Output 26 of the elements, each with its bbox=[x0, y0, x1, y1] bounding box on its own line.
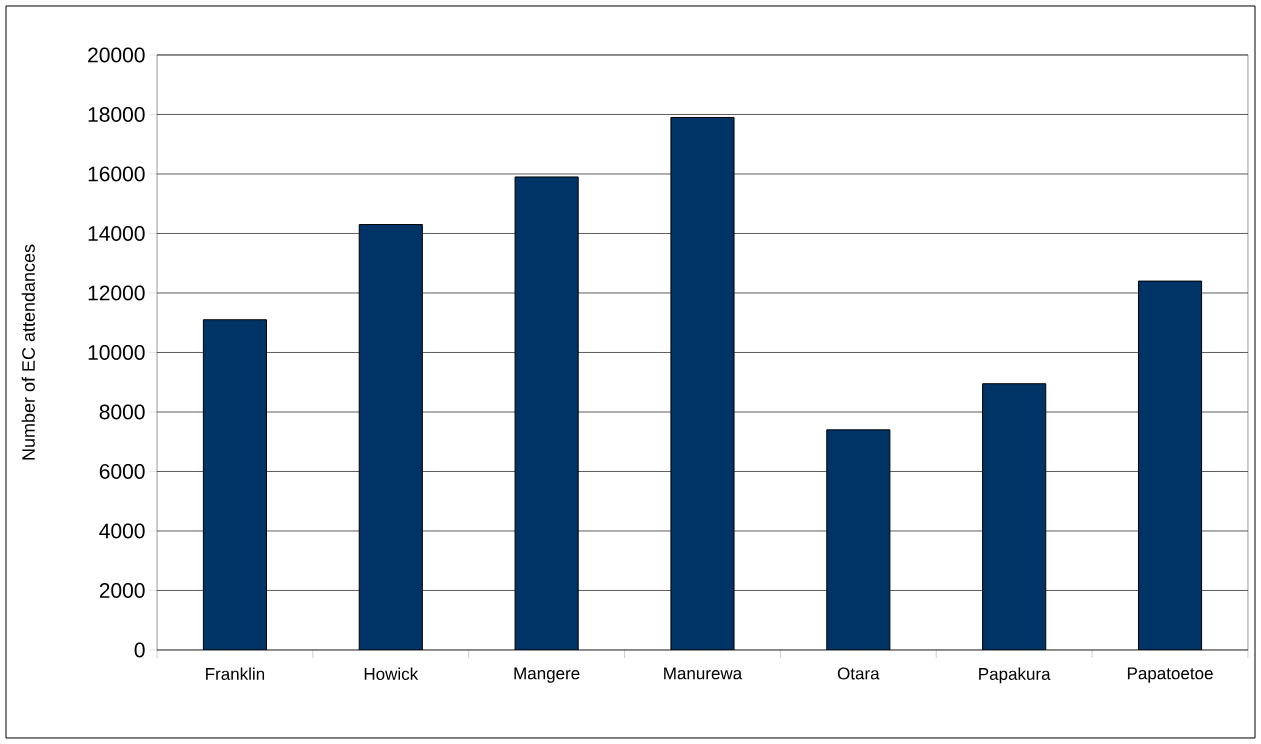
x-tick-label: Papakura bbox=[979, 667, 1051, 684]
y-tick-label: 8000 bbox=[99, 404, 145, 420]
x-tick-label: Otara bbox=[837, 667, 880, 680]
bar bbox=[358, 224, 423, 650]
y-tick-label: 14000 bbox=[88, 226, 145, 241]
y-tick-label: 16000 bbox=[88, 166, 145, 182]
y-tick-label: 6000 bbox=[99, 464, 145, 479]
bar bbox=[202, 319, 267, 650]
y-tick-label: 20000 bbox=[88, 47, 145, 63]
y-tick-label: 0 bbox=[134, 642, 145, 658]
y-tick-label: 4000 bbox=[99, 523, 145, 539]
x-tick-label: Howick bbox=[364, 667, 419, 680]
x-tick-label: Mangere bbox=[514, 667, 580, 683]
x-tick-label: Papatoetoe bbox=[1127, 667, 1213, 683]
bar bbox=[982, 383, 1047, 650]
bar bbox=[1137, 280, 1203, 650]
bar bbox=[670, 116, 735, 650]
bar bbox=[826, 429, 891, 650]
y-tick-label: 10000 bbox=[88, 345, 145, 360]
y-tick-label: 2000 bbox=[99, 583, 145, 598]
y-axis-title: Number of EC attendances bbox=[21, 244, 35, 460]
x-tick-label: Franklin bbox=[206, 667, 265, 680]
bar bbox=[514, 176, 579, 650]
y-tick-label: 12000 bbox=[88, 285, 145, 301]
y-tick-label: 18000 bbox=[88, 107, 145, 122]
x-tick-label: Manurewa bbox=[664, 667, 743, 680]
